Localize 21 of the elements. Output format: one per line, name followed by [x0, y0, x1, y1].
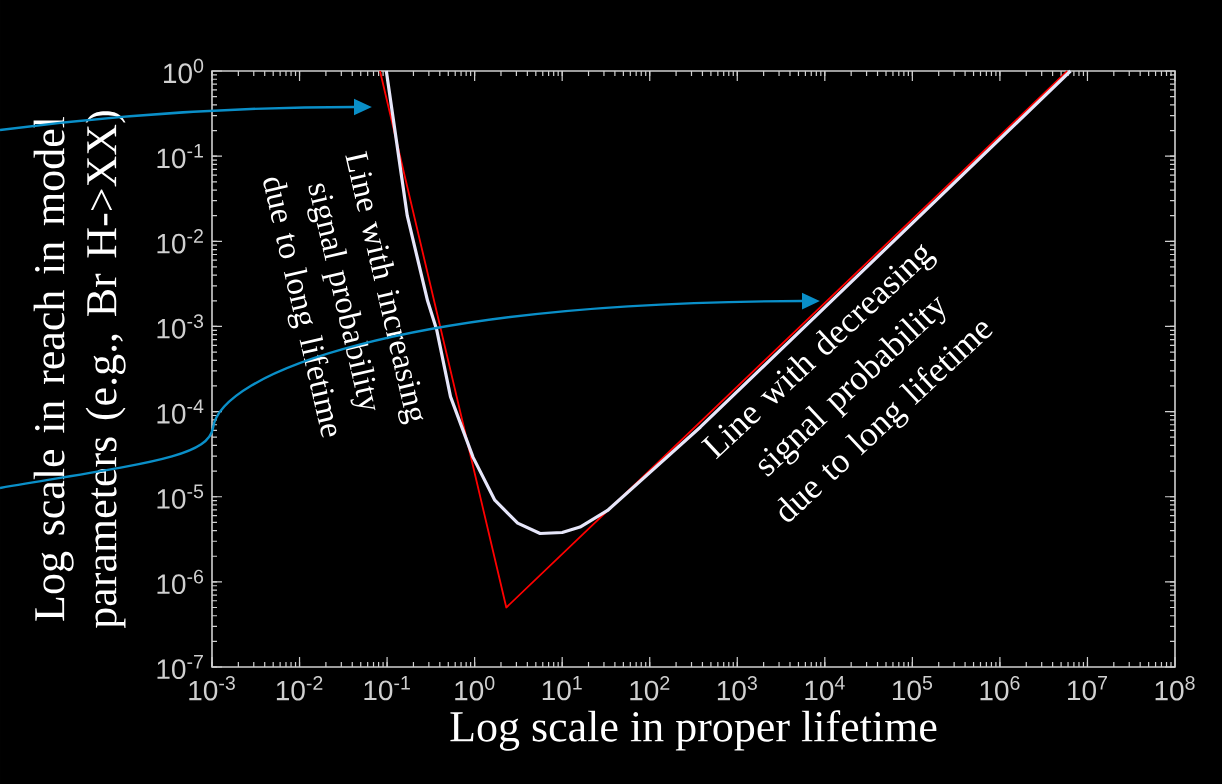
y-tick-label: 10$^{-4}$	[157, 399, 204, 424]
y-tick-label: 10$^{-1}$	[157, 144, 203, 169]
y-axis-title: Log scale in reach in model parameters (e.g., Br H->XX)	[33, 111, 126, 629]
y-tick-label: 10$^{-6}$	[157, 569, 204, 595]
x-tick-label: 10$^{1}$	[542, 676, 582, 701]
y-tick-label: 10$^{-5}$	[157, 484, 204, 509]
y-tick-label: 10$^{-3}$	[157, 314, 204, 339]
x-axis-title: Log scale in proper lifetime	[450, 710, 937, 751]
y-tick-label: 10$^{-2}$	[157, 229, 203, 254]
x-tick-label: 10$^{2}$	[630, 676, 670, 701]
x-tick-label: 10$^{3}$	[717, 676, 757, 701]
x-tick-label: 10$^{6}$	[980, 676, 1020, 701]
x-tick-label: 10$^{4}$	[805, 676, 845, 701]
x-tick-label: 10$^{7}$	[1068, 676, 1107, 701]
x-tick-label: 10$^{-2}$	[276, 676, 323, 701]
x-tick-label: 10$^{5}$	[892, 676, 933, 701]
y-tick-label: 10$^{0}$	[164, 58, 204, 84]
annotation: Line with increasing signal probability due to long lifetime	[263, 150, 424, 438]
x-tick-label: 10$^{0}$	[455, 676, 495, 701]
x-tick-label: 10$^{-1}$	[364, 676, 410, 701]
x-tick-label: 10$^{8}$	[1155, 676, 1195, 701]
